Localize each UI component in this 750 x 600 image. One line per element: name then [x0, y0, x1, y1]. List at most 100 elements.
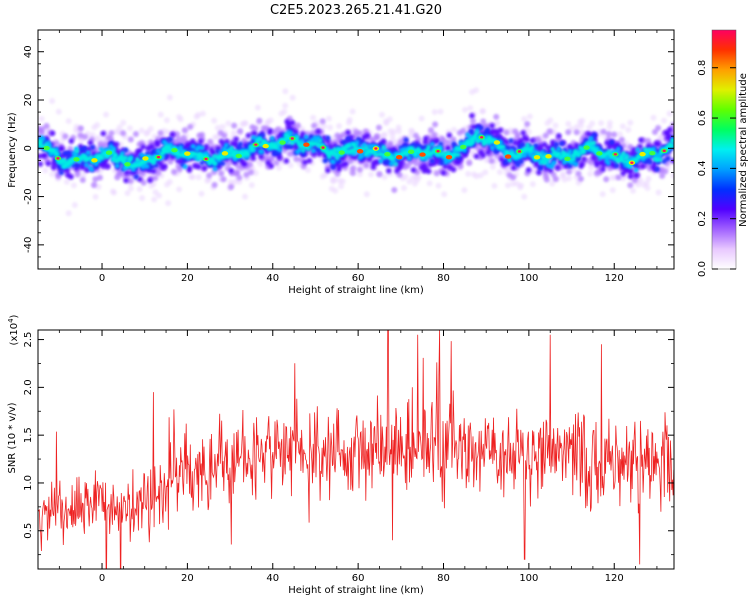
spectrogram-cell: [41, 152, 48, 159]
spectrogram-cell: [294, 135, 300, 140]
spectrogram-cell: [488, 158, 495, 165]
spectrogram-peak-cell: [105, 150, 113, 155]
y-tick-label: 0: [23, 145, 34, 151]
spectrogram-cell: [289, 119, 296, 126]
spectrogram-cell: [195, 111, 202, 118]
spectrogram-cell: [225, 120, 232, 127]
spectrogram-peak-cell: [445, 154, 453, 160]
spectrogram-cell: [136, 186, 143, 193]
spectrogram-cell: [621, 151, 626, 156]
spectrogram-max-cell: [613, 153, 617, 156]
spectrogram-cell: [552, 122, 559, 129]
spectrogram-cell: [343, 149, 349, 154]
spectrogram-cell: [647, 159, 653, 165]
spectrogram-cell: [71, 202, 78, 209]
spectrogram-cell: [403, 137, 409, 143]
spectrogram-cell: [327, 124, 334, 131]
spectrogram-cell: [467, 105, 474, 112]
spectrogram-cell: [54, 151, 59, 157]
x-tick-label: 0: [99, 573, 105, 584]
spectrogram-cell: [167, 136, 173, 143]
spectrogram-cell: [140, 164, 146, 170]
spectrogram-cell: [364, 145, 369, 150]
spectrogram-peak-cell: [43, 145, 50, 151]
spectrogram-cell: [325, 135, 331, 141]
spectrogram-cell: [606, 124, 613, 131]
spectrogram-cell: [373, 133, 380, 140]
x-tick-label: 40: [266, 273, 279, 284]
y-tick-label: 2.5: [23, 332, 34, 348]
spectrogram-peak-cell: [262, 143, 269, 149]
spectrogram-cell: [349, 165, 356, 172]
spectrogram-cell: [573, 129, 580, 136]
spectrogram-cell: [207, 138, 214, 145]
spectrogram-cell: [351, 142, 356, 147]
spectrogram-cell: [132, 131, 139, 138]
colorbar-tick-label: 0.8: [697, 60, 708, 76]
spectrogram-cell: [174, 131, 181, 138]
spectrogram-cell: [233, 136, 239, 142]
spectrogram-cell: [65, 118, 72, 125]
spectrogram-cell: [593, 159, 599, 166]
spectrogram-cell: [549, 180, 556, 187]
spectrogram-cell: [524, 120, 531, 127]
spectrogram-cell: [482, 169, 489, 176]
spectrogram-intensity-layer: [38, 130, 674, 169]
spectrogram-cell: [67, 145, 74, 152]
spectrogram-cell: [549, 164, 555, 169]
spectrogram-cell: [322, 171, 329, 178]
colorbar-tick-label: 0.2: [697, 211, 708, 227]
spectrogram-cell: [446, 150, 451, 156]
spectrogram-cell: [301, 148, 306, 153]
spectrogram-cell: [588, 159, 595, 166]
spectrogram-cell: [163, 117, 170, 124]
spectrogram-cell: [186, 165, 193, 172]
spectrogram-peak-cell: [493, 140, 501, 145]
spectrogram-cell: [89, 167, 95, 172]
spectrogram-cell: [123, 147, 129, 153]
spectrogram-cell: [51, 148, 56, 153]
spectrogram-cell: [375, 124, 382, 131]
spectrogram-cell: [251, 130, 258, 137]
spectrogram-cell: [451, 141, 457, 147]
colorbar-ticks: 0.0 0.2 0.4 0.6 0.8: [697, 60, 736, 277]
spectrogram-cell: [293, 156, 300, 163]
x-tick-label: 100: [519, 573, 538, 584]
spectrogram-cell: [427, 127, 434, 134]
spectrogram-cell: [523, 136, 530, 143]
spectrogram-cell: [589, 120, 596, 127]
spectrogram-cell: [148, 143, 155, 150]
spectrogram-cell: [222, 154, 227, 160]
spectrogram-cell: [625, 126, 632, 133]
spectrogram-cell: [333, 151, 339, 157]
spectrogram-cell: [65, 210, 72, 217]
spectrogram-cell: [391, 155, 396, 160]
spectrogram-cell: [618, 136, 625, 143]
y-tick-label: 0.5: [23, 523, 34, 539]
spectrogram-cell: [74, 171, 81, 178]
spectrogram-cell: [108, 130, 115, 137]
spectrogram-cell: [218, 170, 225, 177]
spectrogram-cell: [363, 162, 370, 169]
spectrogram-cell: [609, 139, 615, 145]
spectrogram-cell: [396, 171, 403, 178]
spectrogram-max-cell: [290, 137, 294, 140]
snr-y-multiplier-open: (x10: [9, 323, 20, 346]
spectrogram-cell: [166, 178, 173, 185]
spectrogram-cell: [177, 116, 184, 123]
spectrogram-cell: [450, 136, 457, 143]
spectrogram-cell: [228, 184, 235, 191]
spectrogram-cell: [669, 143, 674, 148]
spectrogram-cell: [43, 122, 50, 129]
spectrogram-cell: [542, 160, 547, 166]
spectrogram-cell: [670, 138, 674, 143]
spectrogram-cell: [237, 141, 244, 147]
spectrogram-cell: [441, 151, 446, 156]
spectrogram-cell: [210, 158, 215, 164]
spectrogram-cell: [128, 156, 133, 162]
spectrogram-cell: [399, 159, 405, 166]
spectrogram-cell: [596, 128, 603, 135]
spectrogram-cell: [95, 134, 102, 141]
spectrogram-cell: [386, 116, 393, 123]
spectrogram-max-cell: [254, 143, 258, 146]
